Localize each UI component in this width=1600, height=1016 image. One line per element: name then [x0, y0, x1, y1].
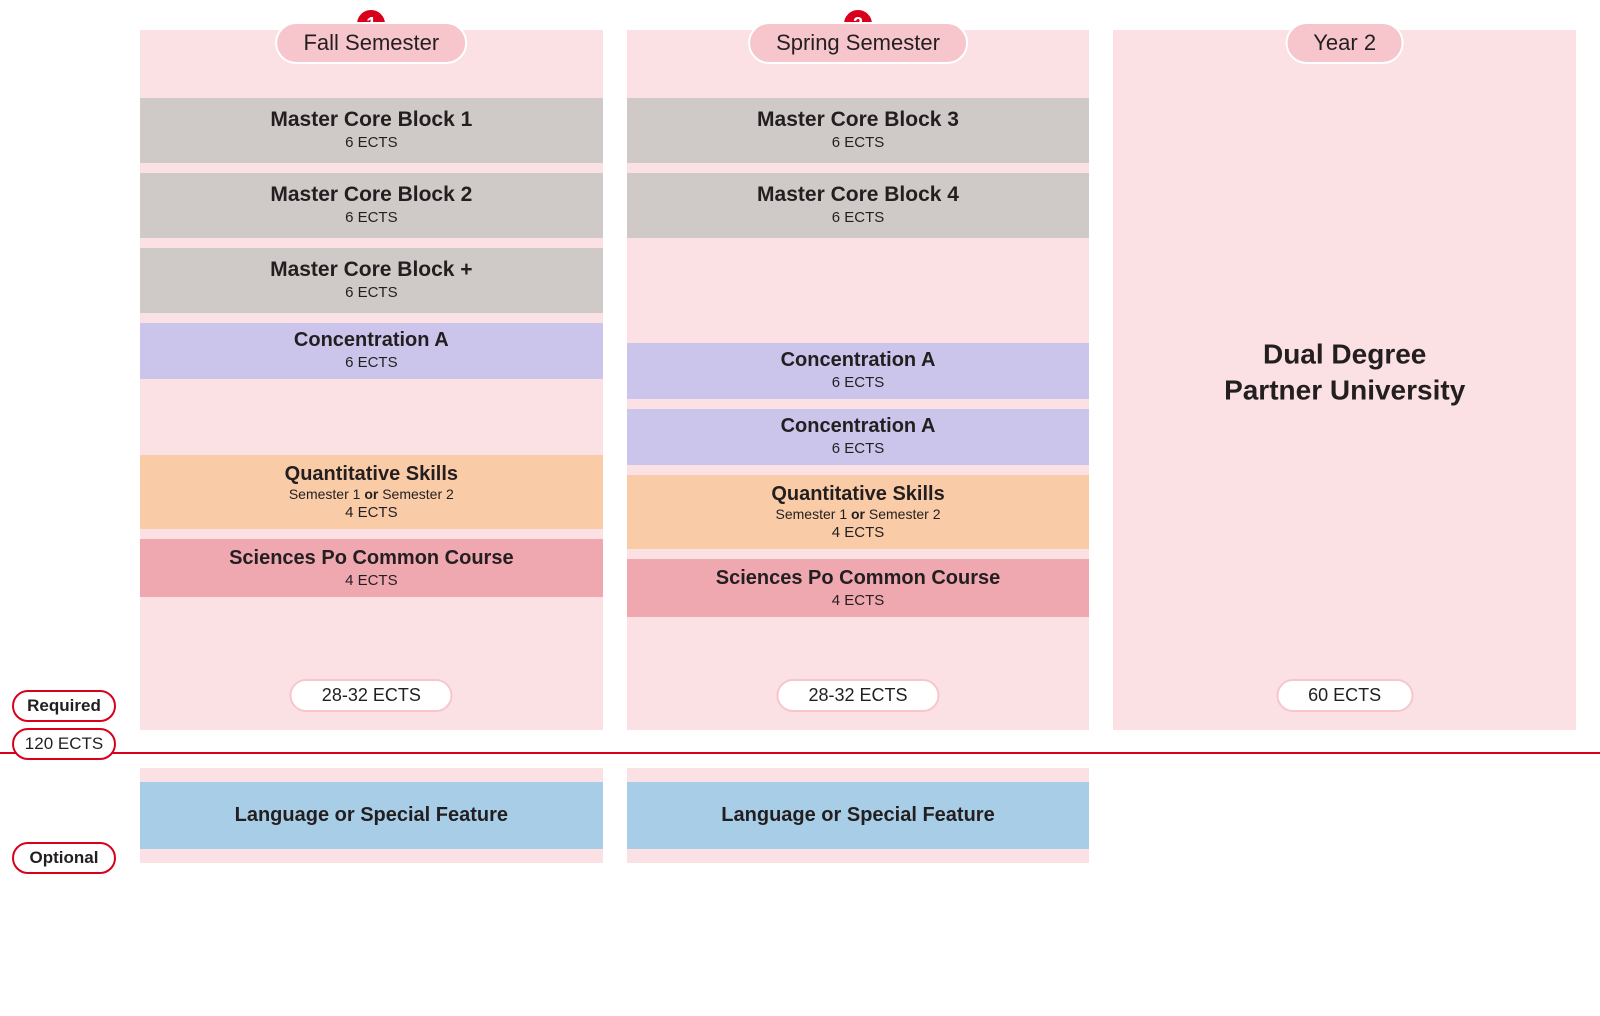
spring-core4: Master Core Block 4 6 ECTS: [627, 173, 1090, 238]
fall-core1: Master Core Block 1 6 ECTS: [140, 98, 603, 163]
block-sub: 6 ECTS: [635, 374, 1082, 391]
year2-header: Year 2: [1285, 22, 1404, 64]
fall-gap: [140, 389, 603, 445]
block-title: Master Core Block 1: [148, 108, 595, 132]
fall-column: 1 Fall Semester Master Core Block 1 6 EC…: [140, 30, 603, 730]
block-title: Quantitative Skills: [635, 483, 1082, 506]
fall-optional: Language or Special Feature: [140, 782, 603, 849]
fall-concA: Concentration A 6 ECTS: [140, 323, 603, 379]
fall-core2: Master Core Block 2 6 ECTS: [140, 173, 603, 238]
year2-footer: 60 ECTS: [1276, 679, 1413, 712]
block-sub: 4 ECTS: [635, 592, 1082, 609]
block-mini: Semester 1 or Semester 2: [148, 486, 595, 502]
block-mini: Semester 1 or Semester 2: [635, 506, 1082, 522]
fall-stack: Master Core Block 1 6 ECTS Master Core B…: [140, 98, 603, 658]
block-title: Sciences Po Common Course: [635, 567, 1082, 590]
block-sub: 6 ECTS: [148, 134, 595, 151]
section-divider: [0, 752, 1600, 754]
block-title: Quantitative Skills: [148, 463, 595, 486]
spring-concA2: Concentration A 6 ECTS: [627, 409, 1090, 465]
year2-column: Year 2 Dual Degree Partner University 60…: [1113, 30, 1576, 730]
curriculum-diagram: Required 120 ECTS Optional 1 Fall Semest…: [0, 0, 1600, 903]
spring-gap: [627, 248, 1090, 333]
block-title: Master Core Block 3: [635, 108, 1082, 132]
block-title: Master Core Block 4: [635, 183, 1082, 207]
fall-coreplus: Master Core Block + 6 ECTS: [140, 248, 603, 313]
block-sub: 6 ECTS: [148, 209, 595, 226]
block-title: Concentration A: [148, 329, 595, 352]
block-sub: 6 ECTS: [148, 354, 595, 371]
spring-common: Sciences Po Common Course 4 ECTS: [627, 559, 1090, 617]
block-title: Master Core Block +: [148, 258, 595, 282]
block-sub: 6 ECTS: [635, 134, 1082, 151]
block-sub: 4 ECTS: [635, 524, 1082, 541]
block-title: Language or Special Feature: [148, 804, 595, 827]
optional-grid: Language or Special Feature Language or …: [0, 768, 1600, 863]
year2-body: Dual Degree Partner University: [1224, 336, 1465, 409]
spring-stack: Master Core Block 3 6 ECTS Master Core B…: [627, 98, 1090, 658]
block-sub: 6 ECTS: [148, 284, 595, 301]
block-sub: 4 ECTS: [148, 504, 595, 521]
block-sub: 6 ECTS: [635, 440, 1082, 457]
spring-header: Spring Semester: [748, 22, 968, 64]
block-sub: 4 ECTS: [148, 572, 595, 589]
required-grid: 1 Fall Semester Master Core Block 1 6 EC…: [0, 30, 1600, 730]
fall-footer: 28-32 ECTS: [290, 679, 453, 712]
block-title: Concentration A: [635, 415, 1082, 438]
year2-line1: Dual Degree: [1224, 336, 1465, 372]
spring-optional-column: Language or Special Feature: [627, 768, 1090, 863]
fall-quant: Quantitative Skills Semester 1 or Semest…: [140, 455, 603, 529]
spring-column: 2 Spring Semester Master Core Block 3 6 …: [627, 30, 1090, 730]
fall-header: Fall Semester: [275, 22, 467, 64]
spring-concA1: Concentration A 6 ECTS: [627, 343, 1090, 399]
spring-quant: Quantitative Skills Semester 1 or Semest…: [627, 475, 1090, 549]
fall-common: Sciences Po Common Course 4 ECTS: [140, 539, 603, 597]
block-title: Sciences Po Common Course: [148, 547, 595, 570]
block-title: Concentration A: [635, 349, 1082, 372]
required-ects-pill: 120 ECTS: [12, 728, 116, 760]
spring-optional: Language or Special Feature: [627, 782, 1090, 849]
year2-line2: Partner University: [1224, 373, 1465, 409]
fall-optional-column: Language or Special Feature: [140, 768, 603, 863]
block-title: Master Core Block 2: [148, 183, 595, 207]
block-title: Language or Special Feature: [635, 804, 1082, 827]
block-sub: 6 ECTS: [635, 209, 1082, 226]
spring-footer: 28-32 ECTS: [776, 679, 939, 712]
spring-core3: Master Core Block 3 6 ECTS: [627, 98, 1090, 163]
